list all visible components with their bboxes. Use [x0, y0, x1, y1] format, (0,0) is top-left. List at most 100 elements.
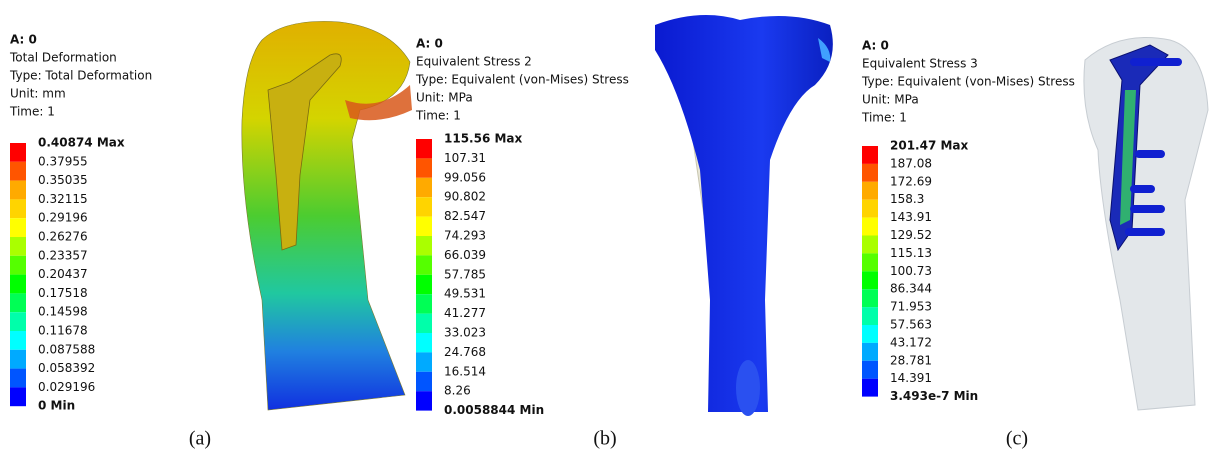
panel-info: Type: Equivalent (von-Mises) Stress	[415, 73, 629, 87]
legend-swatch	[416, 372, 432, 391]
panel-info: Time: 1	[415, 109, 461, 123]
panel-header: A: 0	[10, 33, 37, 47]
legend-label: 0 Min	[38, 399, 75, 413]
panel-info: Type: Equivalent (von-Mises) Stress	[861, 75, 1075, 89]
legend-swatch	[10, 143, 26, 162]
legend-label: 66.039	[444, 248, 486, 262]
legend-label: 90.802	[444, 190, 486, 204]
legend-swatch	[416, 236, 432, 255]
legend-swatch	[862, 379, 878, 397]
panel-caption: (a)	[189, 428, 211, 450]
legend-swatch	[862, 164, 878, 182]
panel-info: Equivalent Stress 3	[862, 57, 978, 71]
legend-swatch	[416, 217, 432, 236]
panel-info: Unit: MPa	[862, 93, 919, 107]
legend-swatch	[10, 256, 26, 275]
legend-label: 43.172	[890, 335, 932, 349]
legend-swatch	[416, 333, 432, 352]
panel-header: A: 0	[862, 39, 889, 53]
panel-info: Total Deformation	[9, 51, 117, 65]
legend-label: 0.0058844 Min	[444, 403, 544, 417]
legend-label: 107.31	[444, 151, 486, 165]
legend-swatch	[416, 314, 432, 333]
model-b	[655, 15, 833, 416]
legend-label: 158.3	[890, 192, 924, 206]
legend-swatch	[10, 369, 26, 388]
legend-label: 0.32115	[38, 192, 88, 206]
legend-swatch	[10, 350, 26, 369]
legend-swatch	[862, 271, 878, 289]
legend-label: 0.087588	[38, 342, 95, 356]
legend-label: 24.768	[444, 345, 486, 359]
panel-caption: (b)	[593, 428, 616, 450]
legend-swatch	[10, 162, 26, 181]
legend-label: 99.056	[444, 170, 486, 184]
panel-info: Equivalent Stress 2	[416, 55, 532, 69]
legend-label: 57.563	[890, 318, 932, 332]
legend-swatch	[862, 253, 878, 271]
legend-swatch	[416, 352, 432, 371]
legend-label: 100.73	[890, 264, 932, 278]
legend-label: 0.17518	[38, 286, 88, 300]
legend-label: 0.14598	[38, 305, 88, 319]
legend-label: 16.514	[444, 364, 486, 378]
legend-label: 0.37955	[38, 154, 88, 168]
legend-swatch	[416, 178, 432, 197]
legend-label: 86.344	[890, 282, 932, 296]
legend-label: 71.953	[890, 300, 932, 314]
legend-label: 0.23357	[38, 248, 88, 262]
legend-label: 0.29196	[38, 211, 88, 225]
legend-swatch	[10, 293, 26, 312]
panel-header: A: 0	[416, 37, 443, 51]
legend-label: 115.13	[890, 246, 932, 260]
legend-label: 129.52	[890, 228, 932, 242]
legend-label: 49.531	[444, 287, 486, 301]
legend-label: 57.785	[444, 267, 486, 281]
legend-label: 0.20437	[38, 267, 88, 281]
legend-swatch	[862, 289, 878, 307]
legend-label: 0.26276	[38, 230, 88, 244]
legend-swatch	[416, 294, 432, 313]
legend-swatch	[416, 197, 432, 216]
legend-swatch	[416, 158, 432, 177]
legend-label: 14.391	[890, 371, 932, 385]
legend-swatch	[862, 361, 878, 379]
legend-label: 0.40874 Max	[38, 136, 125, 150]
panel-info: Type: Total Deformation	[9, 69, 152, 83]
legend-label: 82.547	[444, 209, 486, 223]
legend-label: 172.69	[890, 174, 932, 188]
panel-info: Unit: MPa	[416, 91, 473, 105]
legend-swatch	[10, 275, 26, 294]
legend-swatch	[10, 331, 26, 350]
legend-label: 201.47 Max	[890, 139, 969, 153]
legend-swatch	[862, 218, 878, 236]
legend-label: 8.26	[444, 384, 471, 398]
legend-swatch	[862, 325, 878, 343]
legend-swatch	[862, 182, 878, 200]
legend-label: 41.277	[444, 306, 486, 320]
legend-swatch	[10, 237, 26, 256]
legend-label: 143.91	[890, 210, 932, 224]
legend-label: 28.781	[890, 353, 932, 367]
legend-swatch	[10, 181, 26, 200]
legend-label: 0.11678	[38, 324, 88, 338]
legend-label: 33.023	[444, 326, 486, 340]
legend-swatch	[862, 307, 878, 325]
legend-swatch	[416, 255, 432, 274]
panel-caption: (c)	[1006, 428, 1028, 450]
legend-swatch	[416, 391, 432, 410]
legend-swatch	[416, 139, 432, 158]
legend-label: 3.493e-7 Min	[890, 389, 978, 403]
legend-label: 0.029196	[38, 380, 95, 394]
legend-swatch	[10, 199, 26, 218]
model-a	[242, 21, 412, 410]
legend-swatch	[10, 387, 26, 406]
panel-info: Time: 1	[9, 105, 55, 119]
legend-swatch	[10, 218, 26, 237]
legend-label: 0.058392	[38, 361, 95, 375]
legend-swatch	[862, 146, 878, 164]
legend-swatch	[862, 343, 878, 361]
legend-swatch	[862, 200, 878, 218]
legend-swatch	[862, 236, 878, 254]
legend-swatch	[416, 275, 432, 294]
